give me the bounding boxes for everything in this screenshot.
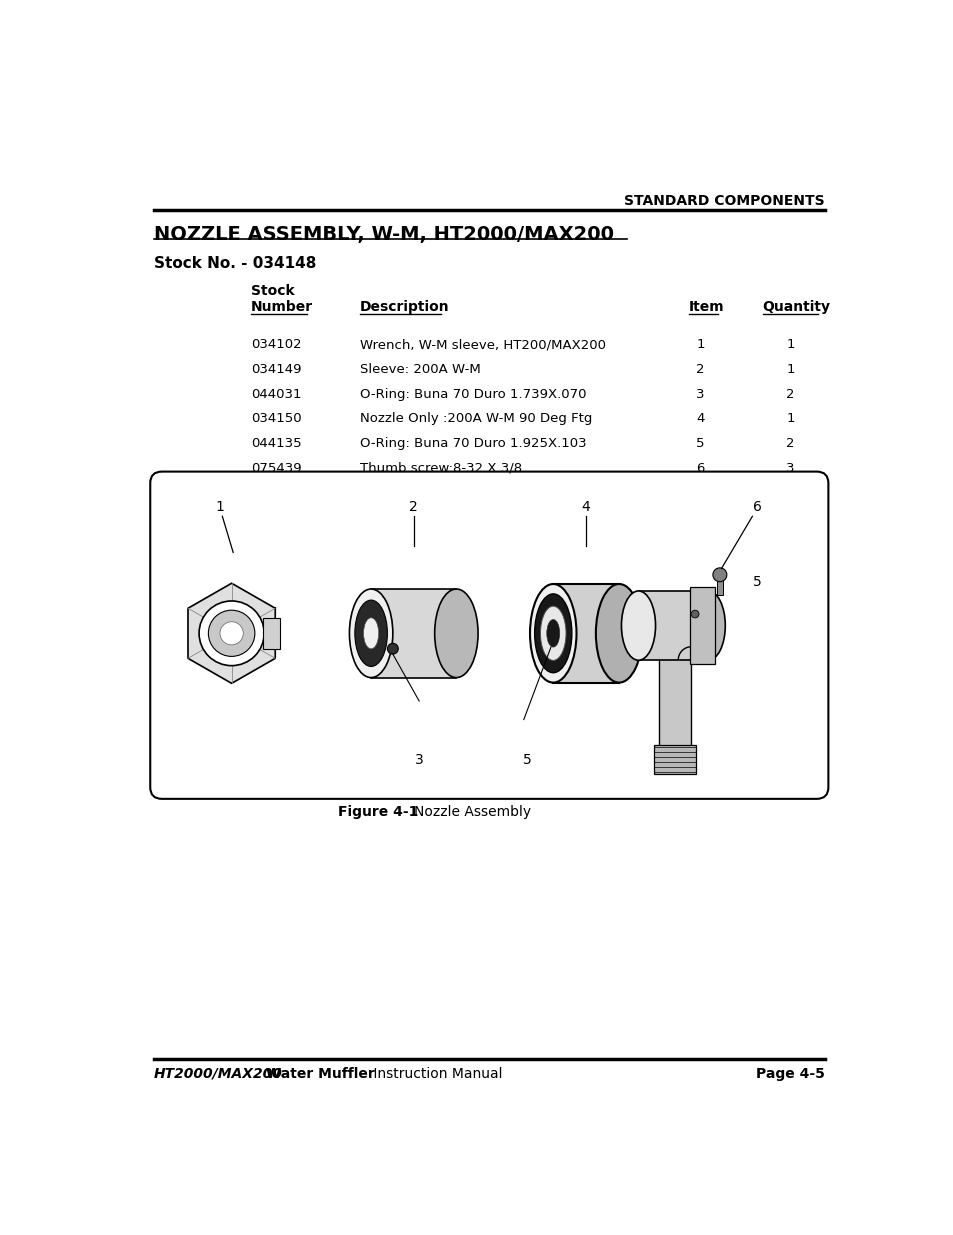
Circle shape [712, 568, 726, 582]
Bar [653, 745, 696, 774]
Text: 1: 1 [785, 363, 794, 375]
Text: Item: Item [688, 300, 723, 314]
Text: Quantity: Quantity [761, 300, 830, 314]
Bar [371, 589, 456, 678]
Bar [638, 592, 696, 661]
Text: Page 4-5: Page 4-5 [755, 1067, 823, 1081]
Text: 1: 1 [696, 338, 704, 352]
Bar [658, 661, 691, 745]
Text: NOZZLE ASSEMBLY, W-M, HT2000/MAX200: NOZZLE ASSEMBLY, W-M, HT2000/MAX200 [154, 225, 614, 245]
Ellipse shape [363, 618, 378, 648]
Ellipse shape [540, 606, 565, 661]
Polygon shape [188, 583, 275, 683]
Text: 034150: 034150 [251, 412, 301, 425]
Text: 5: 5 [696, 437, 704, 450]
Text: 3: 3 [785, 462, 794, 474]
Text: 3: 3 [415, 752, 423, 767]
Ellipse shape [435, 589, 477, 678]
Text: 4: 4 [696, 412, 704, 425]
FancyBboxPatch shape [150, 472, 827, 799]
Circle shape [208, 610, 254, 656]
Text: Thumb screw:8-32 X 3/8: Thumb screw:8-32 X 3/8 [359, 462, 521, 474]
Text: Wrench, W-M sleeve, HT200/MAX200: Wrench, W-M sleeve, HT200/MAX200 [359, 338, 605, 352]
Text: 044031: 044031 [251, 388, 301, 400]
Text: O-Ring: Buna 70 Duro 1.739X.070: O-Ring: Buna 70 Duro 1.739X.070 [359, 388, 585, 400]
Bar [262, 618, 279, 648]
Text: 1: 1 [785, 412, 794, 425]
Text: Water Muffler: Water Muffler [266, 1067, 375, 1081]
Ellipse shape [355, 600, 387, 667]
Ellipse shape [596, 584, 641, 683]
Text: Stock No. - 034148: Stock No. - 034148 [154, 256, 316, 270]
Bar [690, 587, 715, 664]
Ellipse shape [620, 592, 655, 661]
Text: 034149: 034149 [251, 363, 301, 375]
Text: 4: 4 [581, 500, 590, 514]
Text: Number: Number [251, 300, 313, 314]
Text: Figure 4-1: Figure 4-1 [337, 805, 417, 819]
Ellipse shape [546, 620, 559, 647]
Text: 2: 2 [785, 388, 794, 400]
Text: STANDARD COMPONENTS: STANDARD COMPONENTS [623, 194, 823, 209]
Text: 075439: 075439 [251, 462, 301, 474]
Text: 3: 3 [696, 388, 704, 400]
Ellipse shape [349, 589, 393, 678]
Text: 034102: 034102 [251, 338, 301, 352]
Text: Stock: Stock [251, 284, 294, 299]
Text: 044135: 044135 [251, 437, 301, 450]
Circle shape [220, 621, 243, 645]
Ellipse shape [530, 584, 576, 683]
Text: O-Ring: Buna 70 Duro 1.925X.103: O-Ring: Buna 70 Duro 1.925X.103 [359, 437, 585, 450]
Text: Sleeve: 200A W-M: Sleeve: 200A W-M [359, 363, 479, 375]
Circle shape [387, 643, 397, 655]
Text: Nozzle Assembly: Nozzle Assembly [414, 805, 530, 819]
Text: 6: 6 [696, 462, 704, 474]
Bar [716, 578, 722, 595]
Ellipse shape [534, 594, 571, 673]
Text: HT2000/MAX200: HT2000/MAX200 [154, 1067, 283, 1081]
Text: 6: 6 [752, 500, 760, 514]
Text: Description: Description [359, 300, 449, 314]
Text: Instruction Manual: Instruction Manual [369, 1067, 502, 1081]
Text: 1: 1 [785, 338, 794, 352]
Text: 5: 5 [523, 752, 532, 767]
Text: 5: 5 [752, 576, 760, 589]
Text: 2: 2 [696, 363, 704, 375]
Text: 2: 2 [409, 500, 417, 514]
Bar [553, 584, 618, 683]
Text: 1: 1 [215, 500, 224, 514]
Text: Nozzle Only :200A W-M 90 Deg Ftg: Nozzle Only :200A W-M 90 Deg Ftg [359, 412, 591, 425]
Circle shape [199, 601, 264, 666]
Ellipse shape [691, 592, 724, 661]
Text: 2: 2 [785, 437, 794, 450]
Circle shape [691, 610, 699, 618]
